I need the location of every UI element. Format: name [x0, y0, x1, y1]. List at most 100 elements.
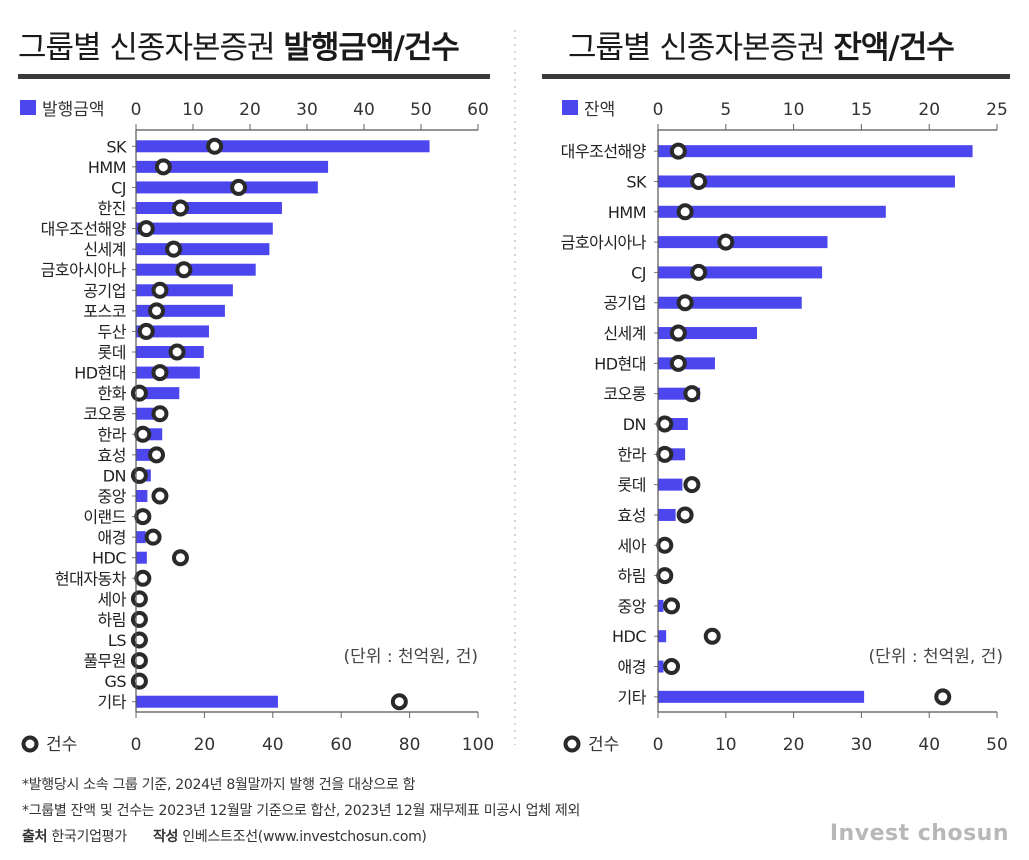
- left-category-label: CJ: [111, 178, 126, 197]
- right-legend-count-marker: [563, 735, 581, 753]
- right-category-label: 롯데: [618, 476, 646, 495]
- left-title-prefix: 그룹별 신종자본증권: [18, 30, 283, 66]
- right-legend-bar-label: 잔액: [584, 100, 615, 120]
- left-bar: [136, 243, 270, 256]
- left-bottom-tick-label: 0: [131, 735, 142, 755]
- right-count-point: [663, 658, 681, 676]
- left-bar: [136, 222, 273, 235]
- left-count-point: [130, 384, 148, 402]
- right-top-tick-label: 5: [720, 100, 731, 120]
- left-count-point: [134, 569, 152, 587]
- left-category-label: DN: [103, 466, 126, 485]
- right-category-label: 중앙: [618, 597, 647, 616]
- left-bar: [136, 263, 256, 276]
- right-count-point: [656, 445, 674, 463]
- left-legend-count-label: 건수: [46, 735, 77, 755]
- left-count-point: [206, 137, 224, 155]
- left-bar: [136, 695, 278, 708]
- right-bar: [658, 205, 886, 218]
- left-category-label: 포스코: [83, 302, 126, 321]
- right-count-point: [703, 627, 721, 645]
- right-category-label: 한라: [618, 445, 647, 464]
- right-top-tick-label: 25: [986, 100, 1008, 120]
- left-count-point: [134, 508, 152, 526]
- right-count-point: [690, 263, 708, 281]
- right-category-label: SK: [626, 172, 647, 191]
- right-category-label: 공기업: [603, 294, 646, 313]
- left-category-label: 이랜드: [83, 508, 126, 527]
- right-category-label: DN: [623, 415, 646, 434]
- right-count-point: [656, 536, 674, 554]
- left-count-point: [130, 631, 148, 649]
- author-label: 작성: [152, 829, 179, 845]
- left-category-label: 애경: [98, 528, 126, 547]
- left-bar: [136, 551, 147, 564]
- left-category-label: HD현대: [74, 364, 126, 383]
- left-top-tick-label: 10: [182, 100, 204, 120]
- left-category-label: 코오롱: [83, 405, 126, 424]
- left-bar: [136, 181, 318, 194]
- left-count-point: [130, 590, 148, 608]
- left-count-point: [151, 487, 169, 505]
- right-legend-count-label: 건수: [588, 735, 619, 755]
- right-category-label: 금호아시아나: [561, 233, 647, 252]
- right-count-point: [669, 354, 687, 372]
- left-category-label: 롯데: [98, 343, 126, 362]
- left-count-point: [144, 528, 162, 546]
- left-category-label: 한화: [98, 384, 127, 403]
- left-top-tick-label: 30: [296, 100, 318, 120]
- right-top-tick-label: 15: [851, 100, 873, 120]
- right-count-point: [676, 203, 694, 221]
- left-category-label: SK: [106, 137, 127, 156]
- left-category-label: 한라: [98, 425, 127, 444]
- right-count-point: [676, 294, 694, 312]
- left-count-point: [148, 446, 166, 464]
- left-bottom-tick-label: 100: [462, 735, 494, 755]
- right-category-label: 효성: [618, 506, 646, 525]
- left-legend-bar-swatch: [20, 100, 36, 115]
- right-title-prefix: 그룹별 신종자본증권: [568, 30, 833, 66]
- left-legend-bar-label: 발행금액: [42, 100, 105, 120]
- right-bottom-tick-label: 0: [653, 735, 664, 755]
- right-title-rule: [542, 74, 1010, 79]
- left-bar: [136, 202, 282, 214]
- left-count-point: [137, 322, 155, 340]
- left-bottom-tick-label: 40: [262, 735, 284, 755]
- invest-chosun-logo: Invest chosun: [829, 821, 1009, 846]
- left-top-tick-label: 20: [239, 100, 261, 120]
- left-count-point: [168, 343, 186, 361]
- left-count-point: [230, 178, 248, 196]
- right-bar: [658, 175, 955, 188]
- right-bar: [658, 599, 664, 612]
- source-label: 출처: [22, 829, 48, 845]
- right-count-point: [669, 142, 687, 160]
- left-count-point: [130, 672, 148, 690]
- left-top-tick-label: 0: [131, 100, 142, 120]
- right-count-point: [656, 415, 674, 433]
- right-category-label: 신세계: [603, 324, 646, 343]
- left-bottom-tick-label: 60: [330, 735, 352, 755]
- left-count-point: [130, 652, 148, 670]
- right-category-label: 하림: [618, 567, 646, 586]
- right-title-bold: 잔액/건수: [833, 30, 954, 66]
- left-bar: [136, 284, 233, 297]
- right-top-tick-label: 0: [653, 100, 664, 120]
- left-bar: [136, 160, 329, 173]
- right-bar: [658, 266, 823, 279]
- left-top-tick-label: 60: [467, 100, 489, 120]
- right-bar: [658, 145, 973, 158]
- left-bar: [136, 407, 156, 420]
- left-category-label: HDC: [92, 549, 126, 568]
- left-category-label: GS: [104, 672, 126, 691]
- right-bottom-tick-label: 50: [986, 735, 1008, 755]
- right-bar: [658, 236, 828, 249]
- left-count-point: [151, 405, 169, 423]
- left-bar: [136, 448, 151, 461]
- left-category-label: 효성: [98, 446, 126, 465]
- left-bottom-tick-label: 80: [399, 735, 421, 755]
- left-category-label: 세아: [98, 590, 127, 609]
- left-count-point: [390, 693, 408, 711]
- right-bottom-tick-label: 10: [715, 735, 737, 755]
- right-category-label: HD현대: [594, 354, 646, 373]
- right-top-tick-label: 20: [918, 100, 940, 120]
